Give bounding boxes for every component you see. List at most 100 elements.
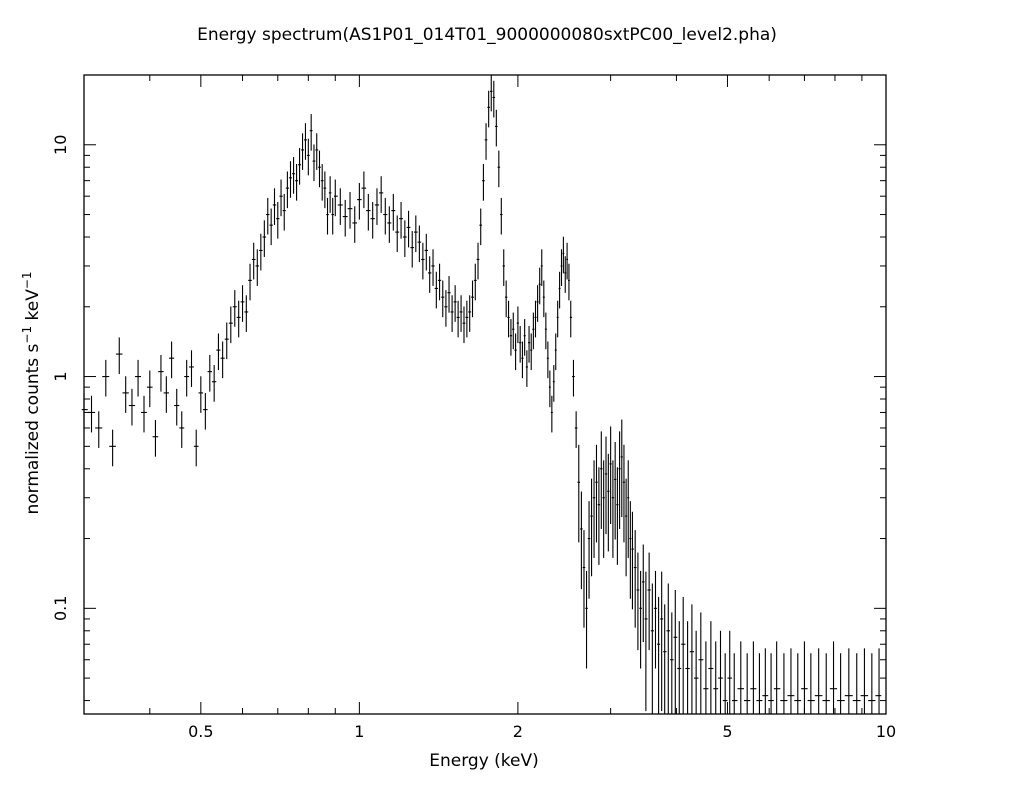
data-point	[527, 326, 531, 363]
data-point	[530, 333, 533, 371]
y-tick-label: 10	[51, 135, 70, 155]
data-point	[540, 249, 543, 286]
data-point	[556, 300, 559, 338]
y-axis-label-mid: keV	[23, 289, 43, 326]
data-point	[566, 242, 569, 280]
data-point	[87, 395, 96, 433]
data-point	[822, 653, 830, 714]
data-point	[198, 376, 204, 413]
data-point	[484, 123, 488, 160]
data-point	[852, 653, 861, 714]
data-point	[193, 429, 199, 467]
data-point	[240, 285, 245, 322]
data-point	[521, 341, 524, 379]
data-point	[347, 192, 353, 229]
data-point	[115, 337, 123, 375]
data-point	[255, 249, 260, 286]
data-point	[303, 123, 307, 160]
data-point	[574, 411, 578, 448]
data-point	[681, 596, 686, 714]
data-point	[538, 267, 541, 305]
data-point	[519, 326, 522, 363]
data-point	[569, 300, 573, 338]
data-point	[391, 193, 396, 231]
data-point	[395, 215, 400, 253]
data-point	[600, 431, 603, 529]
data-point	[657, 596, 661, 714]
data-point	[315, 133, 319, 170]
data-point	[244, 295, 249, 332]
data-point	[756, 653, 763, 714]
data-point	[495, 109, 498, 147]
data-point	[677, 621, 682, 714]
data-point	[587, 501, 591, 599]
data-point	[562, 236, 565, 274]
data-point	[320, 164, 324, 201]
data-point	[269, 208, 273, 246]
data-point	[128, 388, 136, 426]
data-point	[568, 263, 570, 301]
data-point	[489, 75, 493, 112]
data-point	[482, 164, 485, 201]
data-point	[236, 300, 241, 338]
data-point	[141, 395, 147, 433]
data-point	[473, 263, 477, 301]
data-point	[431, 249, 435, 286]
x-tick-label: 0.5	[188, 722, 213, 741]
data-point	[220, 341, 225, 379]
data-point	[582, 530, 586, 628]
y-axis-label: normalized counts s−1 keV−1	[20, 271, 43, 514]
data-point	[542, 280, 545, 318]
data-point	[421, 242, 425, 280]
data-point	[497, 150, 501, 188]
data-point	[259, 233, 263, 271]
data-point	[331, 197, 334, 235]
data-point	[516, 306, 520, 344]
data-point	[102, 359, 110, 397]
x-tick-label: 10	[876, 722, 896, 741]
data-point	[298, 148, 302, 185]
data-point	[379, 176, 384, 213]
data-point	[550, 395, 553, 433]
data-point	[189, 350, 194, 387]
axis-tick-labels: 0.5 1 2 5 10 0.1 1 10	[51, 135, 896, 741]
data-point	[487, 90, 490, 128]
data-point	[266, 197, 270, 235]
data-point	[807, 653, 815, 714]
data-point	[787, 648, 795, 714]
data-point	[737, 641, 744, 714]
data-point	[479, 208, 483, 246]
data-point	[447, 276, 451, 313]
data-point	[780, 653, 788, 714]
data-point	[366, 193, 371, 231]
data-point	[636, 552, 640, 651]
data-point	[577, 444, 581, 543]
data-point	[509, 319, 513, 356]
data-point	[708, 621, 714, 714]
data-point	[868, 653, 876, 714]
data-point	[262, 220, 267, 257]
data-point	[844, 648, 853, 714]
data-point	[713, 641, 719, 714]
data-point	[295, 164, 299, 201]
data-point	[750, 641, 757, 714]
data-point	[670, 612, 674, 714]
data-point	[276, 201, 280, 239]
data-point	[328, 176, 332, 213]
data-point	[468, 295, 472, 332]
data-point	[644, 571, 648, 712]
data-points	[81, 75, 882, 714]
data-point	[641, 544, 645, 643]
data-point	[288, 161, 293, 198]
data-point	[370, 201, 375, 239]
data-point	[773, 641, 781, 714]
data-point	[352, 206, 358, 243]
data-point	[152, 420, 159, 457]
plot-frame	[83, 74, 887, 715]
data-point	[602, 460, 605, 558]
data-point	[590, 478, 593, 577]
data-point	[554, 333, 557, 371]
data-point	[406, 210, 411, 248]
data-point	[323, 171, 327, 209]
data-point	[135, 359, 142, 397]
